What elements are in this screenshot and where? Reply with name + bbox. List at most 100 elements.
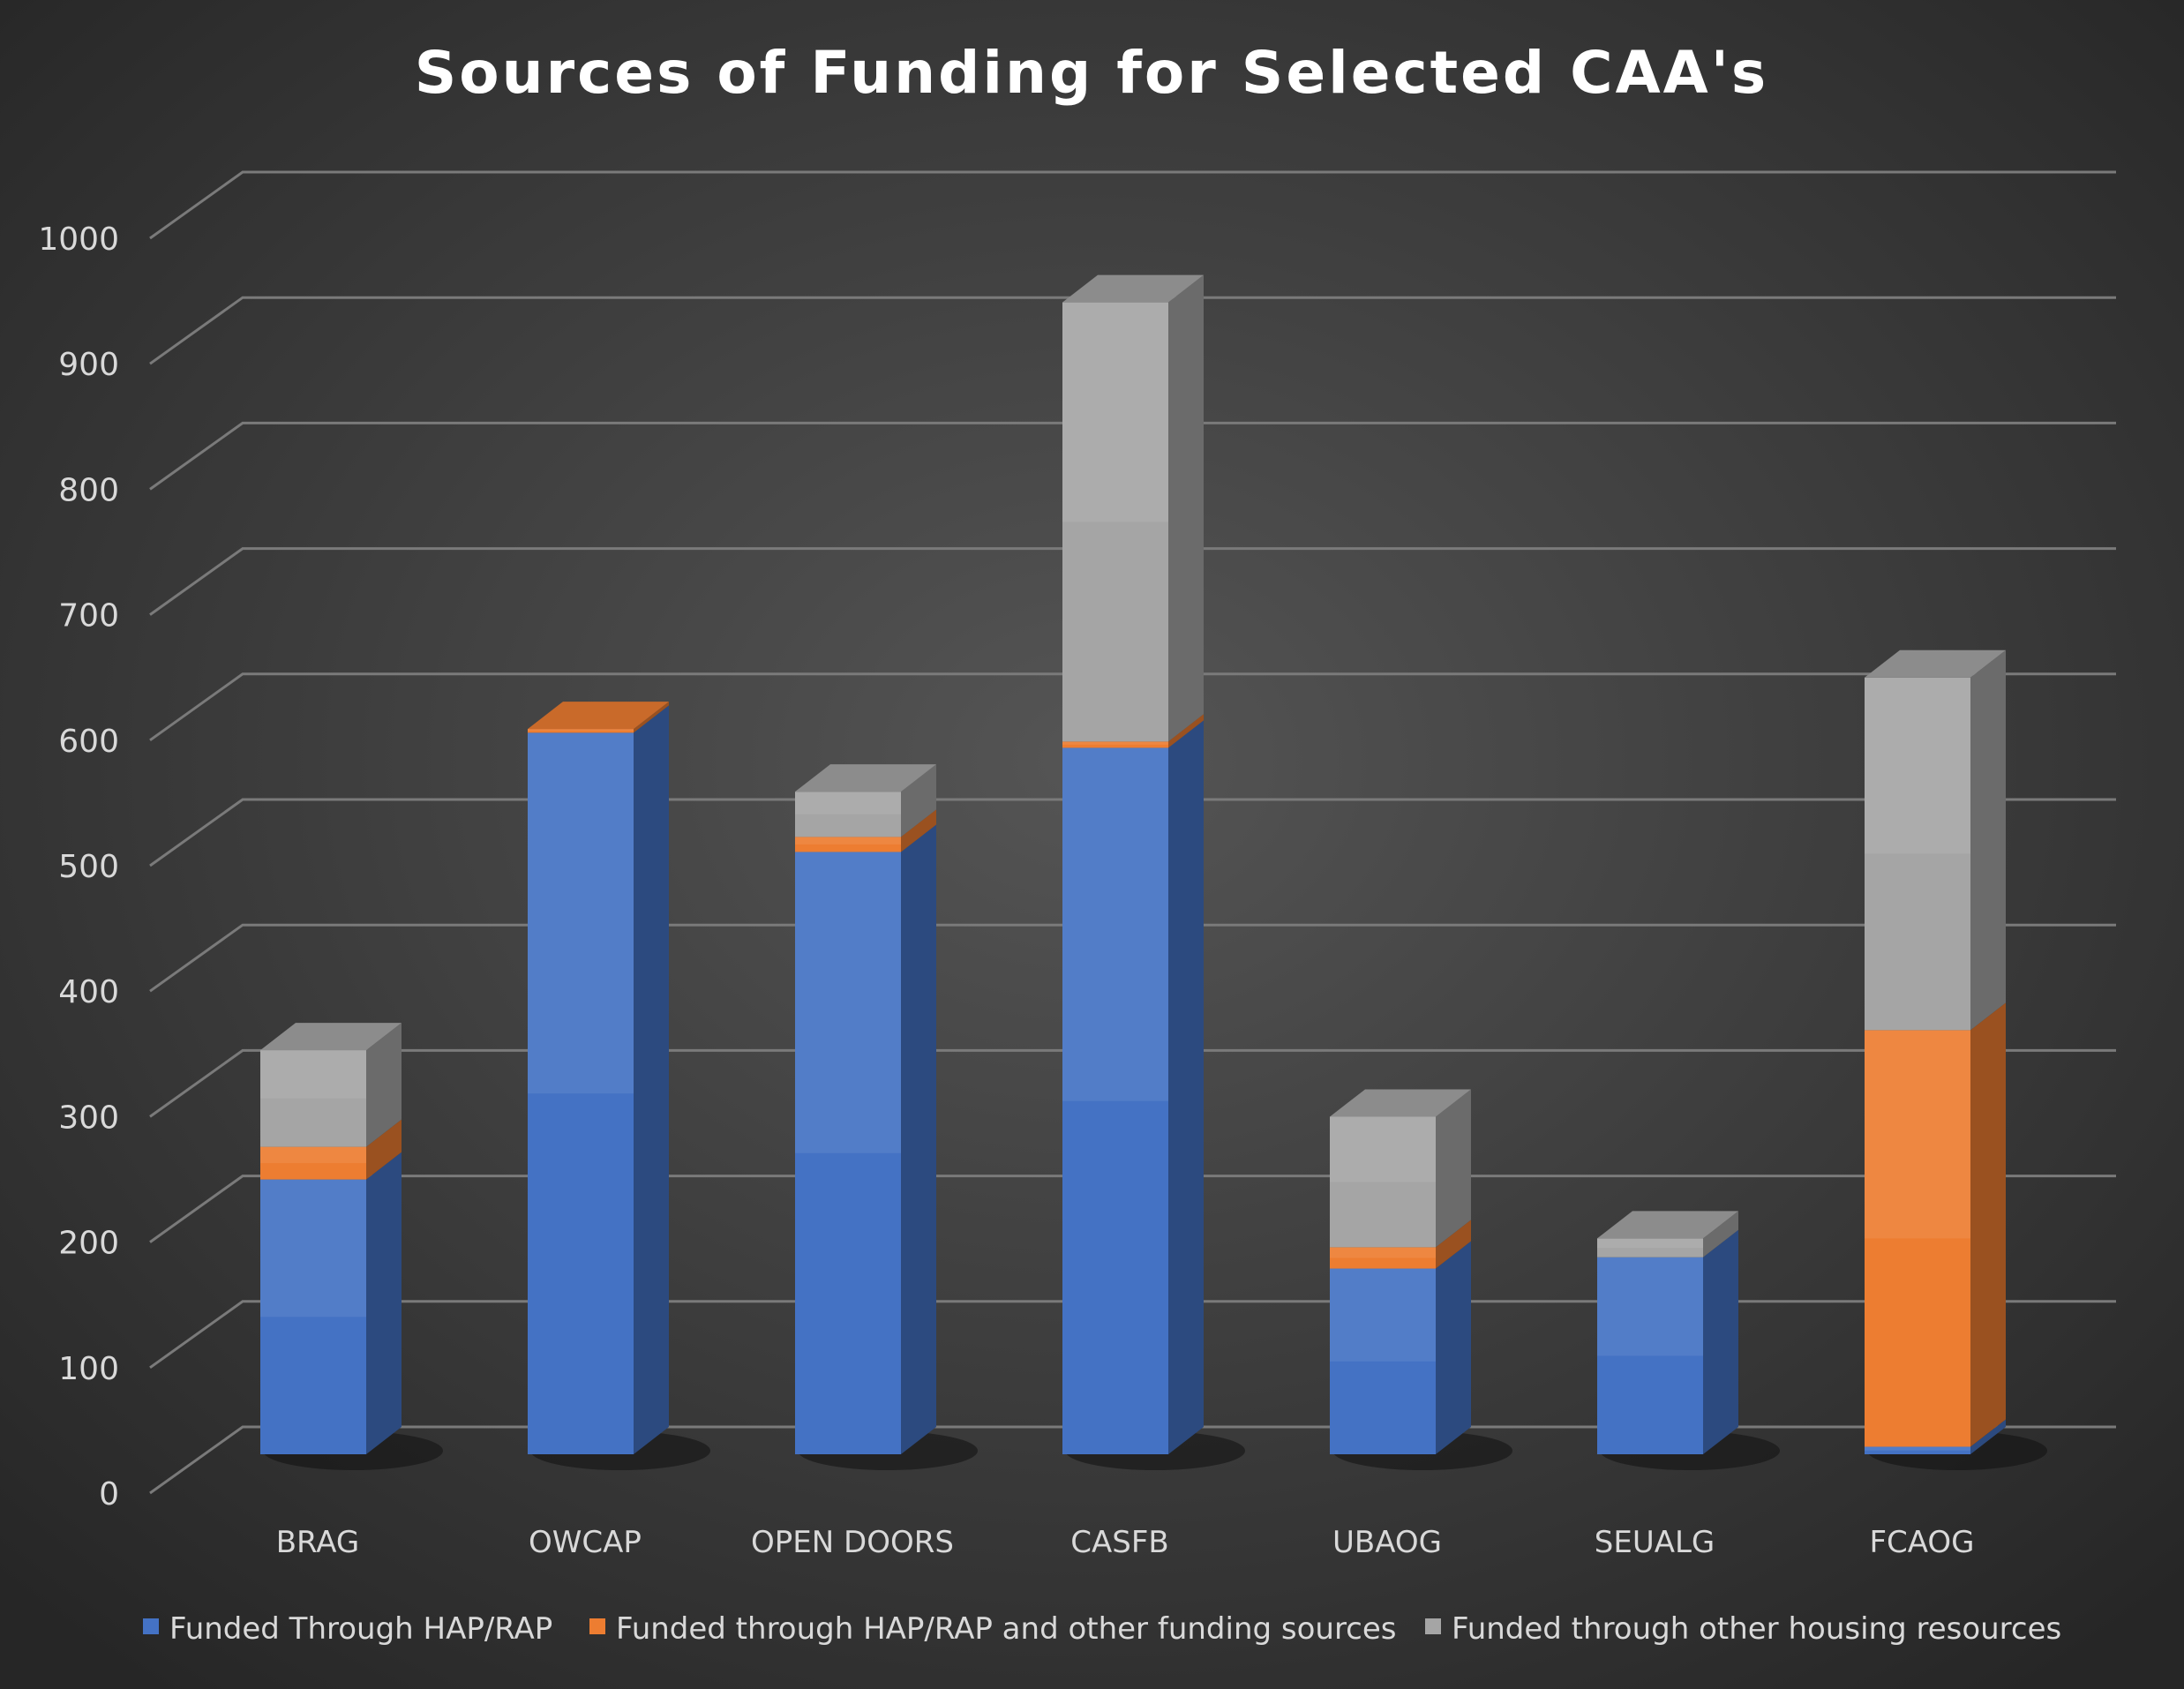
legend-swatch	[1425, 1618, 1441, 1634]
bar-highlight	[1330, 1268, 1436, 1362]
bar-highlight	[260, 1050, 366, 1099]
gridline	[149, 1425, 2116, 1495]
bar-segment	[528, 705, 669, 1454]
gridline	[149, 296, 2116, 365]
x-tick-label: OWCAP	[529, 1525, 642, 1560]
bar-side	[901, 809, 936, 852]
bar-side	[1436, 1220, 1471, 1269]
bar-top	[1597, 1211, 1738, 1239]
bar-top	[1330, 1089, 1471, 1117]
bar-front	[1865, 1446, 1970, 1454]
bar-segment	[1865, 649, 2006, 1031]
bar-top	[528, 702, 669, 730]
gridline	[149, 1300, 2116, 1370]
bar-side	[634, 705, 669, 1454]
y-tick-label: 700	[58, 598, 119, 634]
bar-segment	[1062, 274, 1204, 742]
bar-side	[1168, 714, 1204, 748]
bar-front	[1597, 1257, 1703, 1454]
bar-front	[1865, 1030, 1970, 1447]
bar-highlight	[795, 852, 901, 1153]
bar-segment	[795, 809, 936, 852]
bar-top	[795, 764, 936, 792]
bar-highlight	[1062, 741, 1168, 745]
y-tick-label: 900	[58, 347, 119, 383]
bar-front	[795, 792, 901, 837]
bar-highlight	[260, 1146, 366, 1164]
bar-front	[795, 852, 901, 1454]
bar-segment	[1597, 1211, 1738, 1257]
gridline	[149, 170, 2116, 240]
bar-highlight	[1330, 1247, 1436, 1258]
legend-item: Funded through HAP/RAP and other funding…	[589, 1611, 1397, 1647]
x-tick-label: FCAOG	[1869, 1525, 1974, 1560]
bar-front	[1865, 677, 1970, 1031]
y-tick-label: 100	[58, 1351, 119, 1387]
bar-highlight	[795, 837, 901, 844]
bar-side	[1970, 649, 2006, 1031]
bar-segment	[1865, 1002, 2006, 1447]
legend-label: Funded Through HAP/RAP	[169, 1611, 552, 1647]
gridline	[149, 798, 2116, 867]
bar-front	[795, 837, 901, 852]
gridline	[149, 1175, 2116, 1243]
bar-highlight	[1062, 747, 1168, 1101]
bar-segment	[1062, 714, 1204, 748]
legend-item: Funded Through HAP/RAP	[143, 1611, 552, 1647]
legend-label: Funded through HAP/RAP and other funding…	[616, 1611, 1397, 1647]
y-tick-label: 800	[58, 472, 119, 508]
bar-highlight	[1865, 1030, 1970, 1239]
bar-highlight	[1865, 677, 1970, 854]
x-axis-ticks: BRAG OWCAP OPEN DOORS CASFB UBAOG SEUALG FCAOG	[276, 1525, 1975, 1560]
bar-highlight	[260, 1179, 366, 1317]
bar-side	[366, 1023, 402, 1147]
gridline	[149, 923, 2116, 993]
bar-front	[1062, 741, 1168, 748]
bar-segment	[795, 764, 936, 837]
y-tick-label: 200	[58, 1226, 119, 1262]
bar-front	[1330, 1247, 1436, 1269]
gridline	[149, 672, 2116, 742]
bar-highlight	[1597, 1257, 1703, 1356]
legend-swatch	[143, 1618, 159, 1634]
bar-highlight	[1062, 302, 1168, 522]
bar-segment	[1330, 1241, 1471, 1454]
bar-side	[1436, 1241, 1471, 1454]
gridlines	[149, 170, 2116, 1495]
bar-segment	[1330, 1089, 1471, 1248]
bar-segment	[1865, 1419, 2006, 1454]
x-tick-label: UBAOG	[1332, 1525, 1442, 1560]
bar-highlight	[1330, 1116, 1436, 1182]
bar-segment	[528, 702, 669, 733]
bar-segment	[260, 1023, 402, 1147]
legend-swatch	[589, 1618, 605, 1634]
bar-side	[1970, 1002, 2006, 1447]
bar-front	[260, 1179, 366, 1454]
bar-highlight	[1597, 1238, 1703, 1249]
bar-side	[1703, 1211, 1738, 1257]
bar-segment	[260, 1119, 402, 1180]
bar-segment	[1062, 720, 1204, 1454]
gridline	[149, 547, 2116, 616]
bar-front	[528, 729, 634, 733]
bar-side	[901, 764, 936, 837]
bar-side	[901, 824, 936, 1454]
bar-side	[1168, 720, 1204, 1454]
bar-top	[260, 1023, 402, 1051]
bar-segment	[1597, 1229, 1738, 1454]
legend-item: Funded through other housing resources	[1425, 1611, 2061, 1647]
bar-top	[1062, 274, 1204, 303]
bar-segment	[260, 1152, 402, 1454]
x-tick-label: OPEN DOORS	[751, 1525, 954, 1560]
bar-front	[1062, 747, 1168, 1454]
legend: Funded Through HAP/RAP Funded through HAP…	[143, 1611, 2061, 1647]
bar-segment	[795, 824, 936, 1454]
gridline	[149, 421, 2116, 491]
chart-title: Sources of Funding for Selected CAA's	[415, 39, 1768, 107]
bar-front	[1062, 302, 1168, 742]
bar-top	[1865, 649, 2006, 678]
bar-side	[366, 1152, 402, 1454]
x-tick-label: SEUALG	[1595, 1525, 1715, 1560]
gridline	[149, 1048, 2116, 1118]
y-tick-label: 0	[99, 1476, 119, 1513]
